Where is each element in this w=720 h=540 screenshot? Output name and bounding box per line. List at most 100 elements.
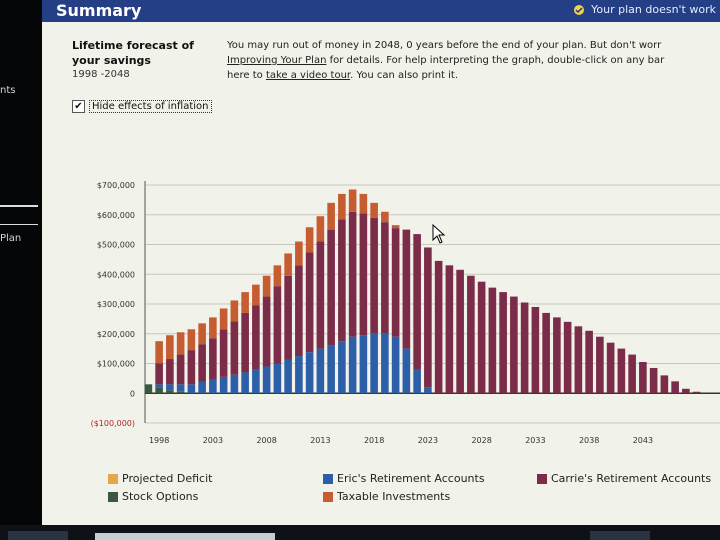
bar-segment[interactable] [692, 391, 701, 394]
bar-segment[interactable] [273, 265, 282, 287]
bar-segment[interactable] [155, 341, 163, 364]
bar-segment[interactable] [402, 229, 411, 349]
bar-segment[interactable] [155, 387, 163, 394]
bar-segment[interactable] [348, 211, 357, 337]
bar-segment[interactable] [391, 336, 400, 394]
bar-segment[interactable] [284, 359, 292, 394]
bar-segment[interactable] [606, 342, 615, 394]
bar-segment[interactable] [252, 284, 260, 306]
bar-segment[interactable] [434, 260, 443, 394]
bar-segment[interactable] [219, 329, 228, 377]
hide-inflation-label[interactable]: Hide effects of inflation [89, 100, 212, 113]
bar-segment[interactable] [230, 374, 239, 394]
bar-segment[interactable] [585, 330, 593, 394]
bar-segment[interactable] [391, 225, 400, 229]
bar-segment[interactable] [230, 300, 239, 322]
bar-segment[interactable] [596, 336, 604, 394]
bar-segment[interactable] [628, 354, 636, 394]
bar-segment[interactable] [176, 384, 185, 392]
bar-segment[interactable] [187, 350, 196, 385]
bar-segment[interactable] [639, 362, 647, 394]
bar-segment[interactable] [359, 335, 368, 394]
bar-segment[interactable] [531, 306, 540, 394]
bar-segment[interactable] [316, 216, 325, 242]
bar-segment[interactable] [198, 344, 206, 382]
bar-segment[interactable] [682, 388, 690, 394]
bar-segment[interactable] [176, 332, 185, 355]
bar-segment[interactable] [144, 384, 153, 394]
bar-segment[interactable] [252, 369, 260, 394]
bar-segment[interactable] [284, 275, 292, 360]
bar-segment[interactable] [219, 308, 228, 330]
bar-segment[interactable] [209, 317, 217, 339]
bar-segment[interactable] [402, 348, 411, 394]
bar-segment[interactable] [327, 202, 335, 230]
bar-segment[interactable] [467, 275, 475, 394]
left-nav-item-plan[interactable]: Plan [0, 233, 22, 244]
taskbar-button-2[interactable] [590, 531, 650, 540]
bar-segment[interactable] [187, 384, 196, 394]
bar-segment[interactable] [241, 312, 249, 373]
bar-segment[interactable] [413, 369, 421, 394]
bar-segment[interactable] [370, 202, 378, 218]
bar-segment[interactable] [155, 384, 163, 388]
hide-inflation-row[interactable]: ✔ Hide effects of inflation [72, 100, 212, 113]
bar-segment[interactable] [295, 265, 303, 357]
bar-segment[interactable] [574, 326, 583, 394]
bar-segment[interactable] [510, 296, 518, 394]
bar-segment[interactable] [187, 329, 196, 351]
bar-segment[interactable] [348, 336, 357, 394]
video-tour-link[interactable]: take a video tour [265, 70, 351, 81]
bar-segment[interactable] [359, 193, 368, 214]
bar-segment[interactable] [209, 338, 217, 380]
bar-segment[interactable] [660, 375, 669, 394]
bar-segment[interactable] [370, 217, 378, 334]
plan-status[interactable]: Your plan doesn't work [573, 3, 716, 16]
hide-inflation-checkbox[interactable]: ✔ [72, 100, 85, 113]
bar-segment[interactable] [295, 356, 303, 394]
bar-segment[interactable] [381, 333, 389, 394]
bar-segment[interactable] [262, 296, 271, 367]
bar-segment[interactable] [198, 323, 206, 345]
bar-segment[interactable] [445, 265, 454, 394]
bar-segment[interactable] [456, 269, 464, 394]
bar-segment[interactable] [649, 367, 658, 394]
bar-segment[interactable] [219, 376, 228, 394]
bar-segment[interactable] [520, 302, 529, 394]
bar-segment[interactable] [305, 352, 314, 394]
bar-segment[interactable] [424, 247, 432, 388]
bar-segment[interactable] [305, 252, 314, 353]
bar-segment[interactable] [166, 335, 174, 360]
bar-segment[interactable] [499, 292, 507, 394]
left-nav-item-accounts[interactable]: nts [0, 85, 16, 96]
bar-segment[interactable] [381, 211, 389, 223]
bar-segment[interactable] [381, 222, 389, 334]
bar-segment[interactable] [671, 381, 679, 394]
bar-segment[interactable] [338, 193, 346, 220]
bar-segment[interactable] [553, 317, 561, 394]
bar-segment[interactable] [273, 363, 282, 394]
bar-segment[interactable] [477, 281, 486, 394]
bar-segment[interactable] [542, 312, 550, 394]
bar-segment[interactable] [198, 381, 206, 394]
bar-segment[interactable] [424, 387, 432, 394]
savings-forecast-chart[interactable]: $700,000 $600,000 $500,000 $400,000 $300,000… [42, 22, 720, 462]
bar-segment[interactable] [370, 333, 378, 394]
bar-segment[interactable] [252, 305, 260, 370]
bar-segment[interactable] [327, 229, 335, 346]
taskbar-address-field[interactable] [95, 533, 275, 540]
bar-segment[interactable] [338, 341, 346, 394]
bar-segment[interactable] [338, 219, 346, 342]
bar-segment[interactable] [166, 359, 174, 385]
bar-segment[interactable] [166, 390, 174, 394]
improving-plan-link[interactable]: Improving Your Plan [227, 55, 327, 66]
bar-segment[interactable] [166, 384, 174, 391]
bar-segment[interactable] [413, 234, 421, 370]
bar-segment[interactable] [262, 366, 271, 394]
bar-segment[interactable] [262, 275, 271, 297]
bar-segment[interactable] [295, 241, 303, 266]
bar-segment[interactable] [563, 321, 572, 394]
bar-segment[interactable] [488, 287, 497, 394]
bar-segment[interactable] [348, 189, 357, 212]
taskbar-button[interactable] [8, 531, 68, 540]
